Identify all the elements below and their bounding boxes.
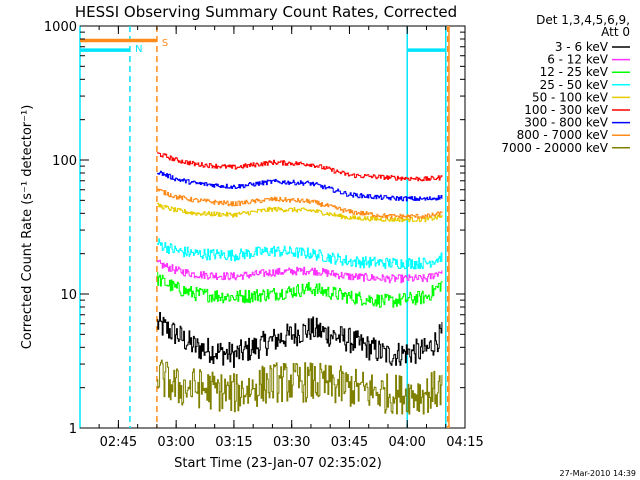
legend-label-7000-20000-kev: 7000 - 20000 keV bbox=[501, 141, 608, 155]
legend-label-12-25-kev: 12 - 25 keV bbox=[540, 65, 609, 79]
legend-label-50-100-kev: 50 - 100 keV bbox=[532, 90, 609, 104]
axis-layer: 02:45 03:00 03:15 03:30 03:45 04:00 04:15 1 10 10… bbox=[44, 20, 484, 450]
chart-title: HESSI Observing Summary Count Rates, Cor… bbox=[75, 3, 457, 21]
y-axis-label: Corrected Count Rate (s⁻¹ detector⁻¹) bbox=[20, 105, 35, 350]
y-tick-label-2: 100 bbox=[52, 154, 77, 169]
series-line-300-800-kev bbox=[156, 170, 443, 202]
legend-label-100-300-kev: 100 - 300 keV bbox=[524, 103, 608, 117]
legend-label-300-800-kev: 300 - 800 keV bbox=[524, 116, 608, 130]
y-tick-label-3: 1000 bbox=[44, 20, 77, 35]
legend-label-6-12-kev: 6 - 12 keV bbox=[547, 53, 609, 67]
marker-label-s: S bbox=[162, 38, 168, 49]
x-tick-label-4: 03:45 bbox=[331, 435, 368, 450]
series-line-800-7000-kev bbox=[156, 188, 443, 219]
x-tick-label-1: 03:00 bbox=[157, 435, 194, 450]
legend-header-line-1: Det 1,3,4,5,6,9, bbox=[536, 13, 630, 27]
x-axis-label: Start Time (23-Jan-07 02:35:02) bbox=[174, 456, 382, 471]
legend-label-3-6-kev: 3 - 6 keV bbox=[555, 40, 609, 54]
series-line-7000-20000-kev bbox=[156, 359, 443, 415]
series-line-100-300-kev bbox=[156, 152, 443, 182]
marker-label-n: N bbox=[135, 44, 142, 55]
x-tick-label-0: 02:45 bbox=[100, 435, 137, 450]
legend-header-line-2: Att 0 bbox=[601, 25, 630, 39]
x-tick-label-2: 03:15 bbox=[215, 435, 252, 450]
series-line-12-25-kev bbox=[156, 272, 443, 308]
series-layer bbox=[156, 152, 443, 415]
marker-layer: SN bbox=[79, 26, 450, 428]
series-line-50-100-kev bbox=[156, 202, 443, 223]
legend-label-800-7000-kev: 800 - 7000 keV bbox=[517, 128, 609, 142]
legend-label-25-50-kev: 25 - 50 keV bbox=[540, 78, 609, 92]
series-line-25-50-kev bbox=[156, 238, 443, 270]
y-tick-label-0: 1 bbox=[69, 422, 77, 437]
y-tick-label-1: 10 bbox=[60, 288, 77, 303]
x-tick-label-3: 03:30 bbox=[273, 435, 310, 450]
x-tick-label-5: 04:00 bbox=[388, 435, 425, 450]
x-tick-label-6: 04:15 bbox=[446, 435, 483, 450]
series-line-6-12-kev bbox=[156, 259, 443, 284]
footer-date: 27-Mar-2010 14:39 bbox=[560, 469, 637, 478]
series-line-3-6-kev bbox=[156, 312, 443, 368]
